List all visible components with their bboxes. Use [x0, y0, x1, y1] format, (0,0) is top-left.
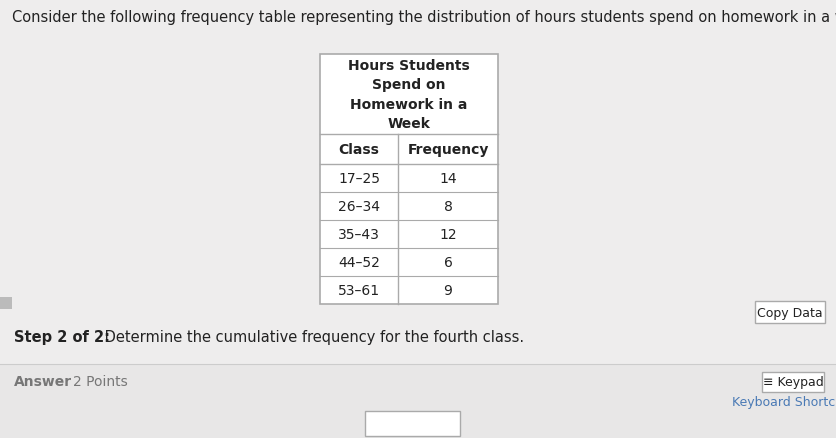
Bar [0, 364, 836, 438]
Text: 12: 12 [439, 227, 456, 241]
Text: 9: 9 [443, 283, 452, 297]
Text: Frequency: Frequency [407, 143, 488, 157]
Text: 6: 6 [443, 255, 452, 269]
Text: 2 Points: 2 Points [73, 374, 128, 388]
Bar [0, 297, 12, 309]
Text: Step 2 of 2:: Step 2 of 2: [14, 329, 110, 344]
Text: Determine the cumulative frequency for the fourth class.: Determine the cumulative frequency for t… [99, 329, 523, 344]
Bar [761, 372, 823, 392]
Text: 14: 14 [439, 172, 456, 186]
Text: 26–34: 26–34 [338, 200, 380, 213]
Text: Copy Data: Copy Data [757, 306, 822, 319]
Text: Keyboard Shortcuts: Keyboard Shortcuts [731, 395, 836, 408]
Bar [754, 301, 824, 323]
Text: 35–43: 35–43 [338, 227, 380, 241]
Text: 17–25: 17–25 [338, 172, 380, 186]
Text: Hours Students
Spend on
Homework in a
Week: Hours Students Spend on Homework in a We… [348, 59, 469, 131]
Bar [364, 411, 460, 436]
Text: 44–52: 44–52 [338, 255, 380, 269]
Bar [319, 55, 497, 304]
Text: 53–61: 53–61 [338, 283, 380, 297]
Text: ≡ Keypad: ≡ Keypad [762, 376, 823, 389]
Text: 8: 8 [443, 200, 452, 213]
Text: Consider the following frequency table representing the distribution of hours st: Consider the following frequency table r… [12, 10, 836, 25]
Text: Answer: Answer [14, 374, 72, 388]
Text: Class: Class [338, 143, 379, 157]
